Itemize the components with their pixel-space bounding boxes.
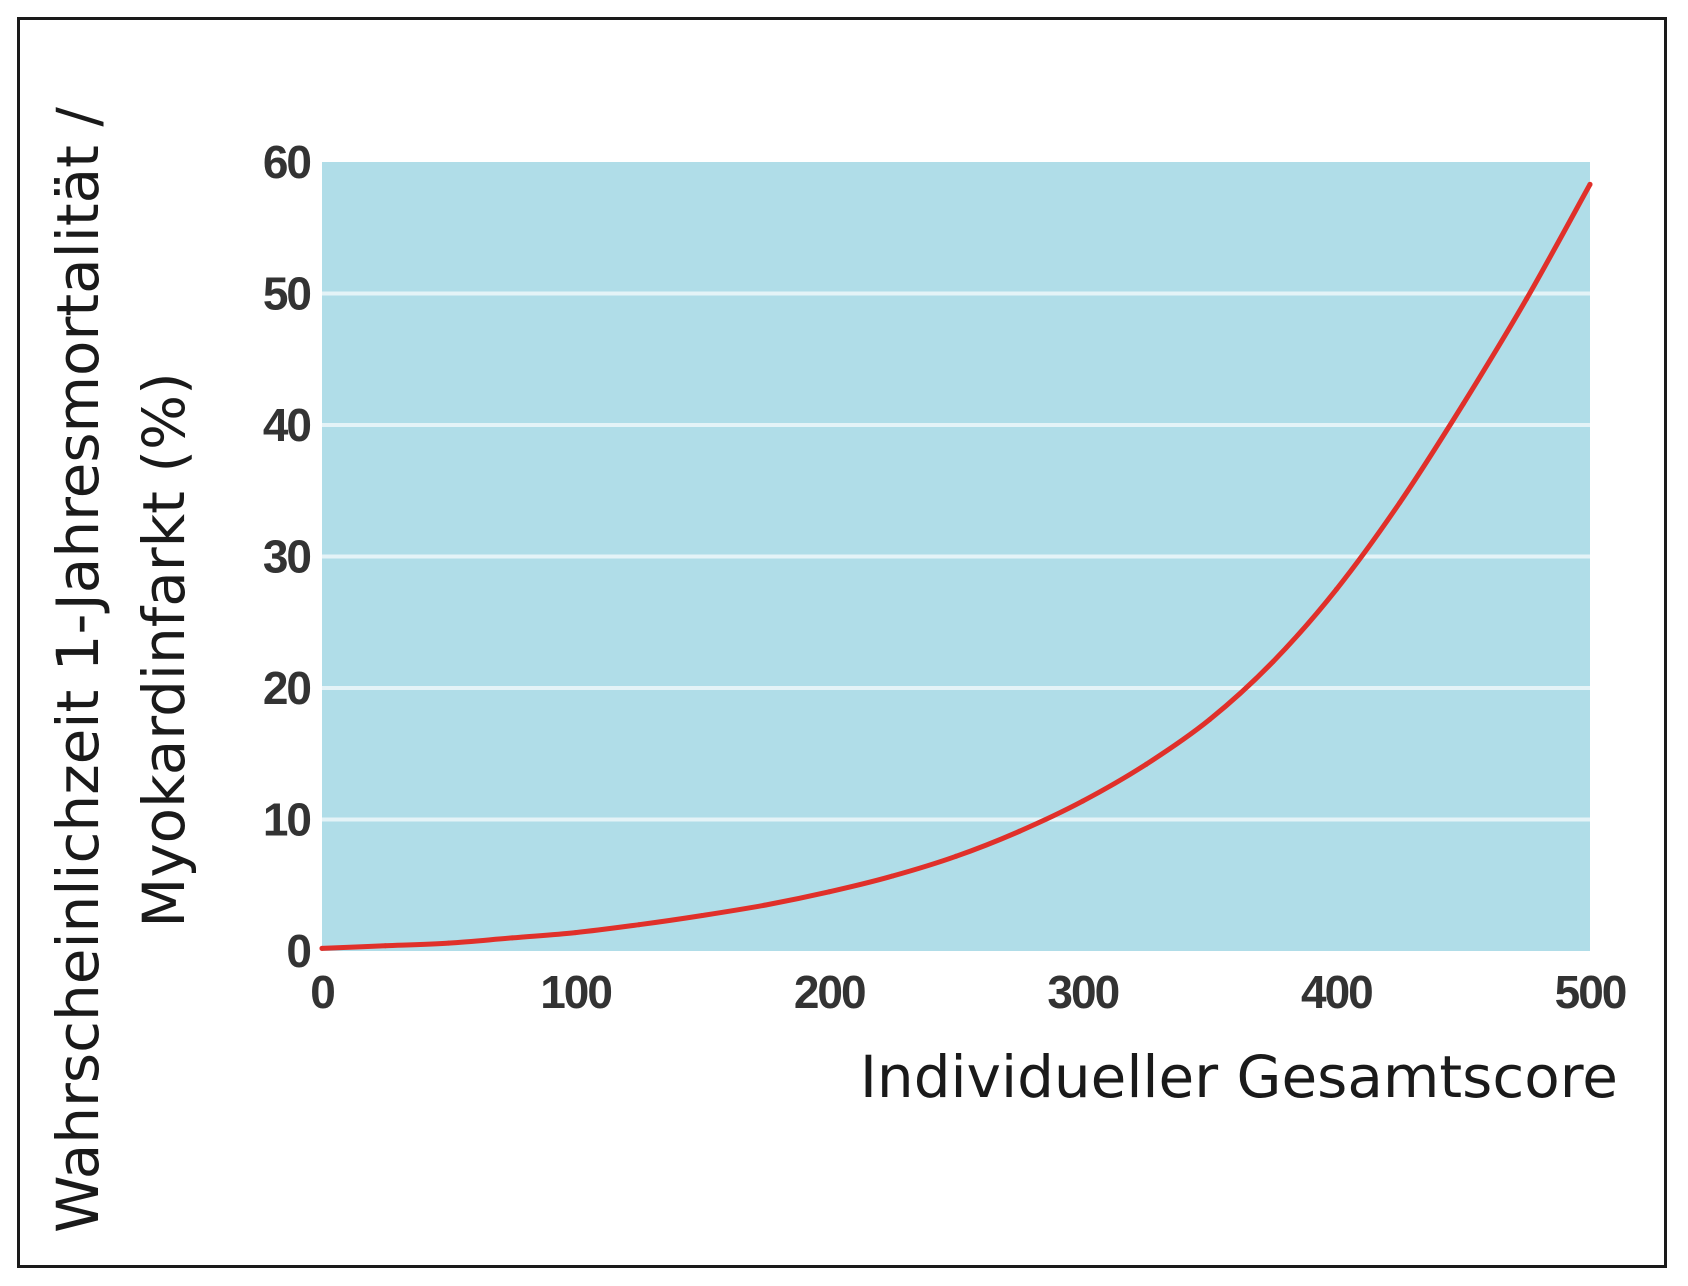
data-point [1524,296,1530,302]
x-tick-label: 500 [1555,966,1626,1018]
y-axis-title-line-1: Wahrscheinlichzeit 1-Jahresmortalität / [44,107,112,1233]
data-point [1270,659,1276,665]
y-tick-label: 20 [263,662,311,714]
data-point [446,940,452,946]
data-point [319,945,325,951]
series-line [319,181,1593,951]
y-tick-label: 0 [286,925,310,977]
x-axis-ticks: 0 100 200 300 400 500 [310,966,1628,1018]
data-point [763,902,769,908]
data-point [1333,586,1339,592]
gridlines [322,291,1590,822]
y-tick-label: 50 [263,268,311,320]
data-point [382,943,388,949]
x-tick-label: 400 [1301,966,1372,1018]
y-tick-label: 40 [263,399,311,451]
x-tick-label: 0 [310,966,334,1018]
data-point [1460,401,1466,407]
data-point [1587,181,1593,187]
x-tick-label: 100 [540,966,611,1018]
data-point [1016,828,1022,834]
data-point [953,853,959,859]
series-points [319,181,1593,951]
data-point [890,873,896,879]
y-tick-label: 60 [263,136,311,188]
data-point [1143,761,1149,767]
y-tick-label: 30 [263,531,311,583]
data-point [1207,717,1213,723]
data-point [1080,798,1086,804]
data-point [826,889,832,895]
y-axis-title-line-2: Myokardinfarkt (%) [130,372,198,927]
data-point [636,922,642,928]
y-tick-label: 10 [263,794,311,846]
data-point [1397,500,1403,506]
data-point [573,930,579,936]
data-point [699,913,705,918]
data-point [509,935,515,941]
y-axis-ticks: 0 10 20 30 40 50 60 [263,136,313,977]
x-tick-label: 300 [1047,966,1118,1018]
x-tick-label: 200 [794,966,865,1018]
x-axis-title: Individueller Gesamtscore [860,1043,1618,1111]
